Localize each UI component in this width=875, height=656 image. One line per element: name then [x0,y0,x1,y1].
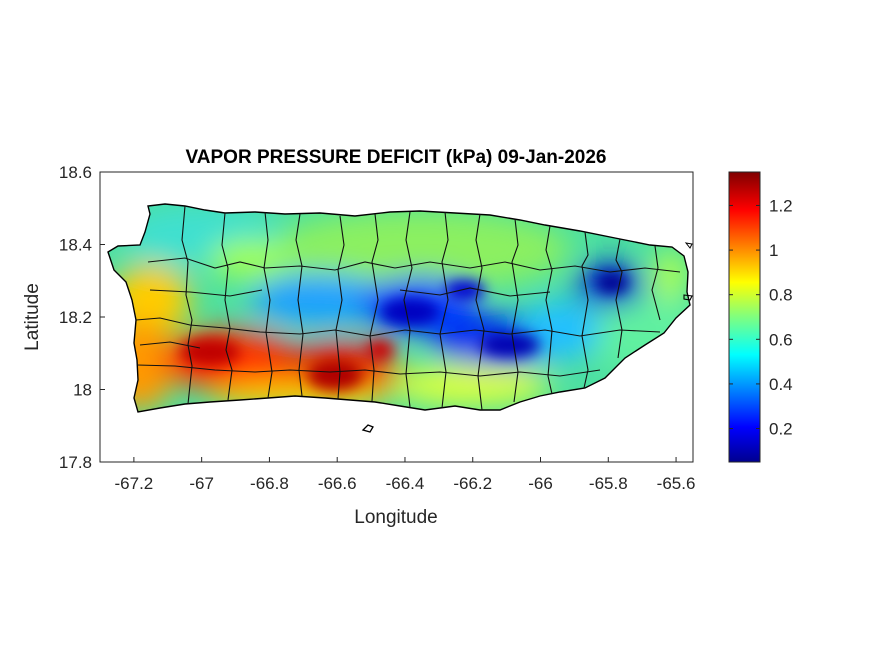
chart-title: VAPOR PRESSURE DEFICIT (kPa) 09-Jan-2026 [186,147,607,168]
vpd-heat-field [108,204,690,412]
colorbar-ticks: 0.2 0.4 0.6 0.8 1 1.2 [729,196,793,439]
colorbar-tick-label: 1 [769,241,778,260]
x-tick-label: -66.4 [386,474,425,493]
y-axis-ticks: 17.8 18 18.2 18.4 18.6 [59,163,105,472]
x-tick-label: -67.2 [115,474,154,493]
colorbar-tick-label: 0.8 [769,286,793,305]
municipality-boundaries [135,205,681,411]
y-tick-label: 18 [73,381,92,400]
islet-east [683,294,693,301]
x-axis-label: Longitude [354,507,437,528]
island-coastline [107,203,691,413]
colorbar-tick-label: 0.4 [769,375,793,394]
x-axis-ticks: -67.2 -67 -66.8 -66.6 -66.4 -66.2 -66 -65.8 -65.… [115,457,696,493]
y-tick-label: 17.8 [59,453,92,472]
islet-caja-de-muertos [361,424,374,433]
x-tick-label: -66.6 [318,474,357,493]
x-tick-label: -66.2 [453,474,492,493]
x-tick-label: -66.8 [250,474,289,493]
y-tick-label: 18.6 [59,163,92,182]
y-tick-label: 18.2 [59,308,92,327]
islet-northeast [684,242,693,249]
colorbar [728,171,761,463]
colorbar-tick-label: 0.2 [769,420,793,439]
x-tick-label: -65.6 [657,474,696,493]
x-tick-label: -67 [189,474,214,493]
x-tick-label: -65.8 [589,474,628,493]
x-tick-label: -66 [528,474,553,493]
y-axis-label: Latitude [22,283,43,351]
colorbar-tick-label: 1.2 [769,196,793,215]
colorbar-tick-label: 0.6 [769,330,793,349]
y-tick-label: 18.4 [59,236,92,255]
